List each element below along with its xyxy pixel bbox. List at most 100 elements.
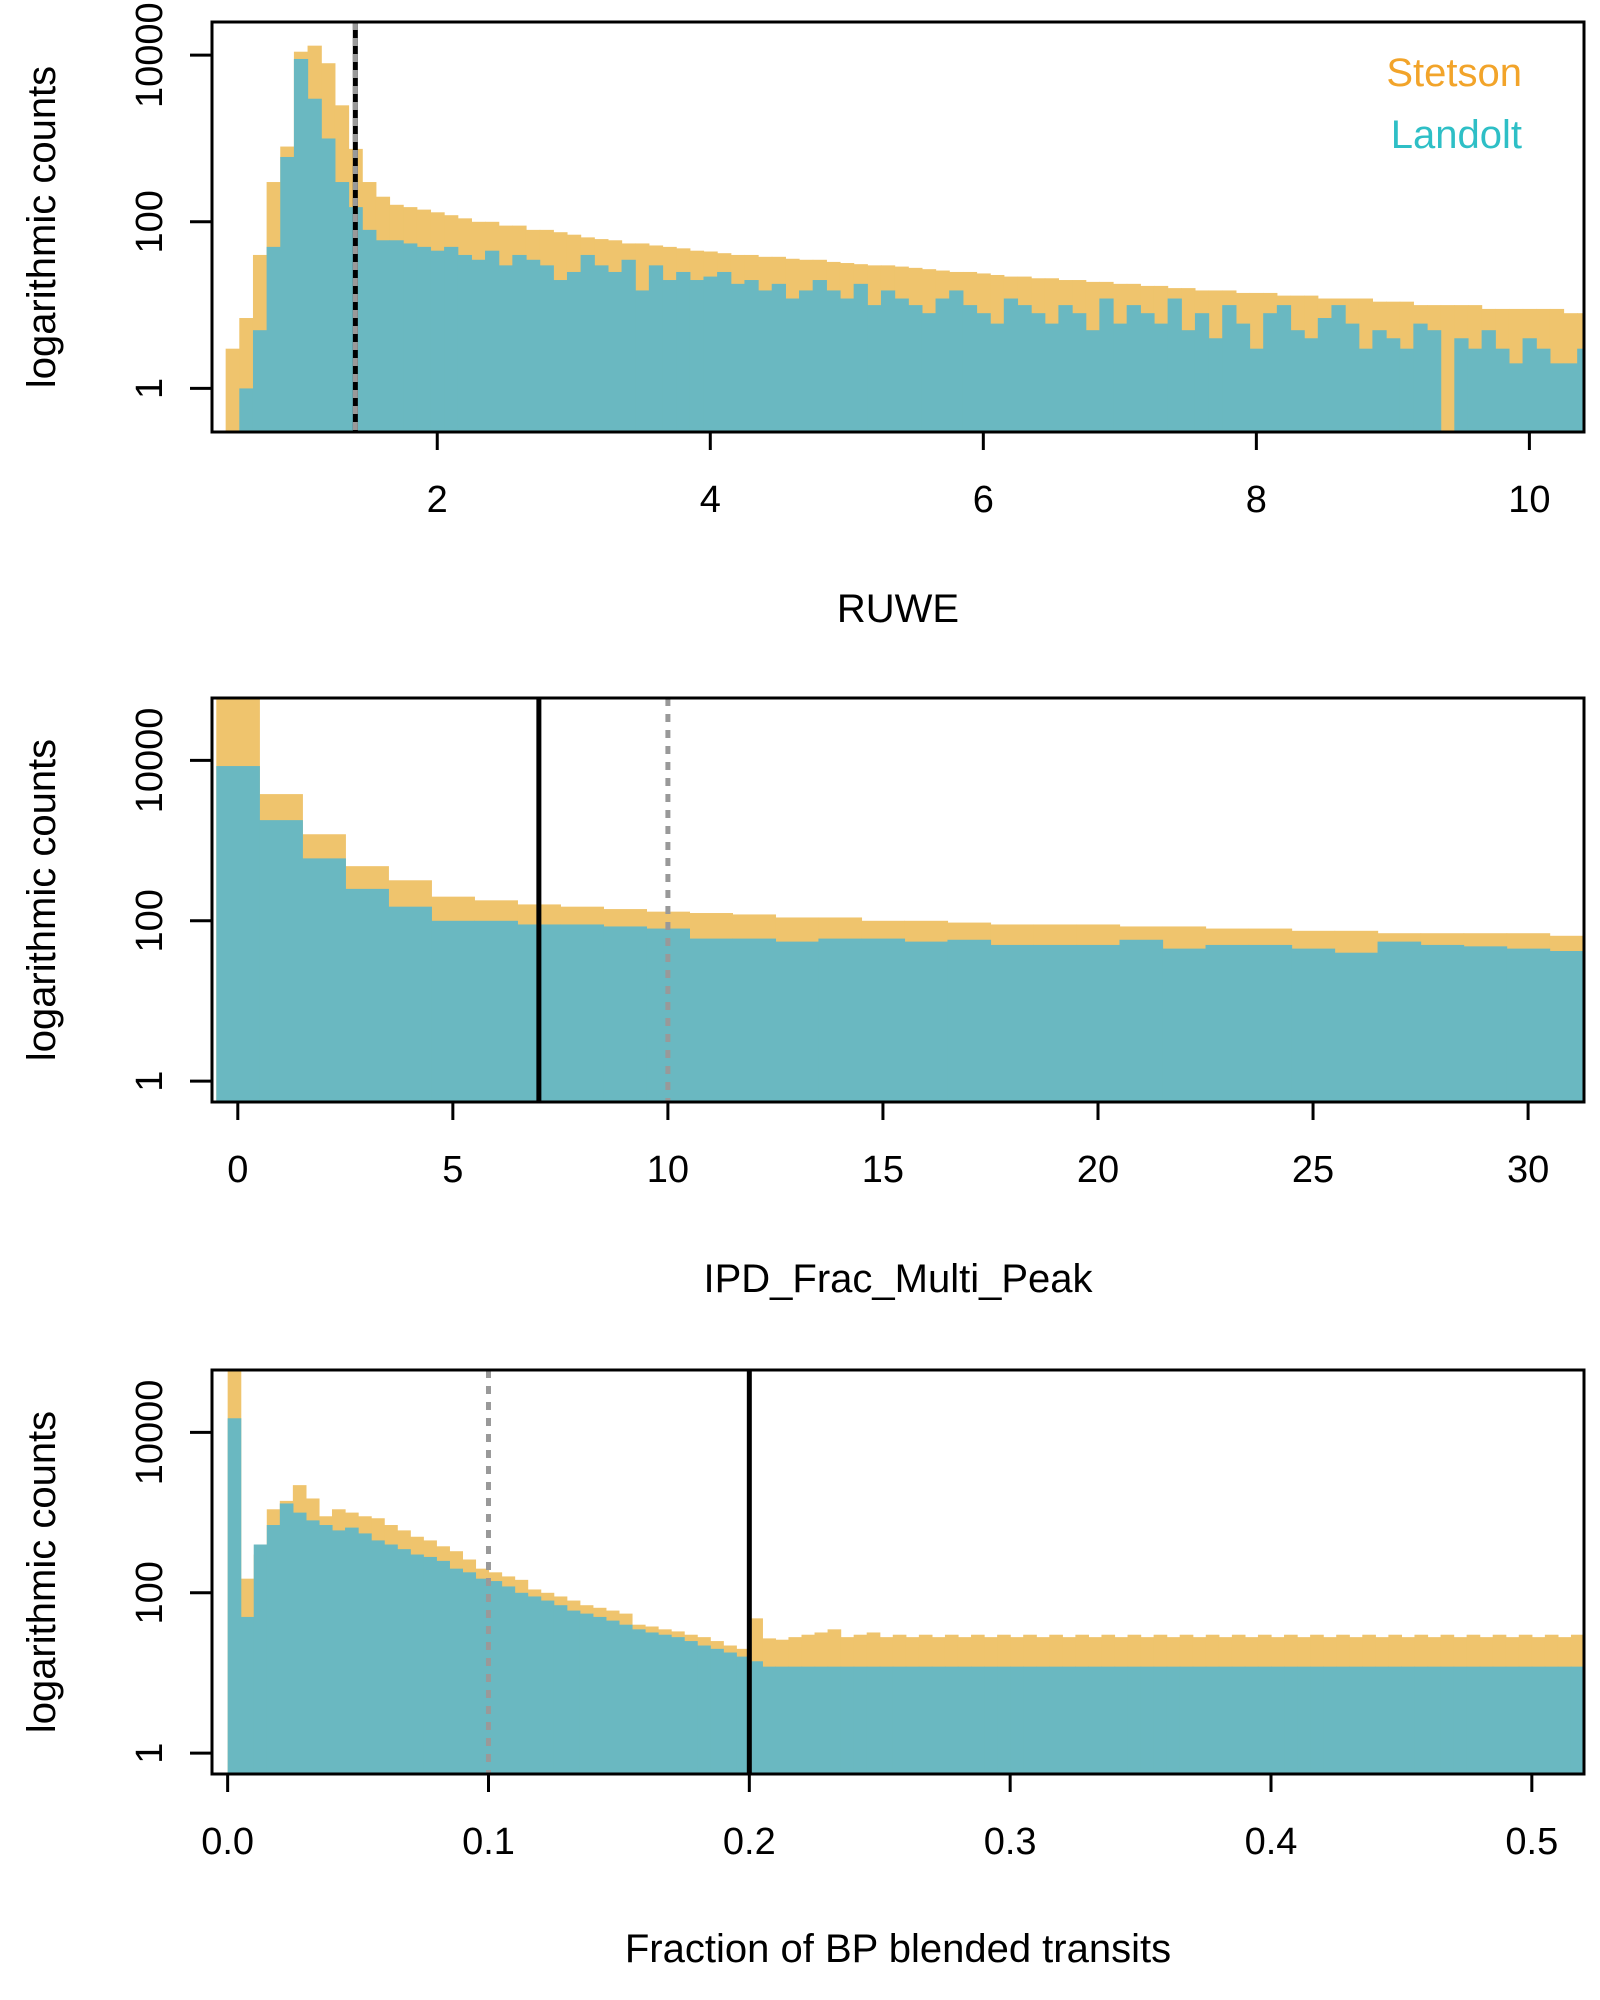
ruwe-landolt-bar	[635, 290, 650, 432]
ruwe-y-tick-label: 100	[129, 190, 171, 253]
bp-blend-landolt-bar	[957, 1666, 972, 1774]
ruwe-landolt-bar	[252, 330, 268, 432]
bp-blend-landolt-bar	[697, 1645, 711, 1774]
bp-blend-landolt-bar	[1479, 1666, 1494, 1774]
ipd-y-tick-label: 100	[129, 889, 171, 952]
bp-blend-landolt-bar	[410, 1554, 424, 1774]
bp-blend-landolt-bar	[501, 1586, 516, 1774]
bp-blend-landolt-bar	[1323, 1666, 1337, 1774]
bp-blend-landolt-bar	[1297, 1666, 1311, 1774]
ruwe-landolt-bar	[676, 271, 691, 432]
bp-blend-landolt-bar	[618, 1624, 633, 1774]
ruwe-landolt-bar	[1372, 330, 1387, 432]
bp-blend-landolt-bar	[931, 1666, 946, 1774]
ruwe-landolt-bar	[771, 283, 786, 432]
ruwe-landolt-bar	[1235, 323, 1251, 432]
ruwe-landolt-bar	[1126, 305, 1141, 432]
ruwe-landolt-bar	[1386, 338, 1401, 432]
ipd-bars	[216, 698, 1585, 1102]
bp-blend-landolt-bar	[1049, 1666, 1063, 1774]
ipd-landolt-bar	[861, 938, 906, 1102]
bp-blend-x-tick-label: 0.3	[984, 1821, 1037, 1863]
ruwe-landolt-bar	[1113, 323, 1128, 432]
ipd-landolt-bar	[1033, 944, 1078, 1102]
bp-blend-landolt-bar	[488, 1581, 503, 1774]
bp-blend-x-tick-label: 0.1	[462, 1821, 515, 1863]
bp-blend-landolt-bar	[1127, 1666, 1142, 1774]
bp-blend-landolt-bar	[1388, 1666, 1403, 1774]
bp-blend-landolt-bar	[658, 1634, 672, 1774]
bp-blend-landolt-bar	[827, 1666, 842, 1774]
bp-blend-panel: 0.0 0.1 0.2 0.3 0.4 0.5 1 100 10000 Fraction of …	[20, 1368, 1586, 1971]
bp-blend-landolt-bar	[971, 1666, 985, 1774]
bp-blend-landolt-bar	[1257, 1666, 1272, 1774]
ipd-x-tick-label: 15	[862, 1149, 904, 1191]
bp-blend-landolt-bar	[305, 1520, 320, 1774]
ruwe-landolt-bar	[1549, 363, 1565, 432]
bp-blend-x-tick-label: 0.5	[1505, 1821, 1558, 1863]
bp-blend-landolt-bar	[449, 1568, 463, 1774]
bp-blend-landolt-bar	[1114, 1666, 1129, 1774]
ruwe-landolt-bar	[1072, 313, 1087, 432]
bp-blend-landolt-bar	[1036, 1666, 1050, 1774]
ruwe-landolt-bar	[580, 254, 595, 432]
ruwe-landolt-bar	[935, 298, 950, 432]
ruwe-landolt-bar	[457, 254, 472, 432]
ipd-landolt-bar	[1463, 946, 1508, 1102]
bp-blend-cut-lines	[485, 1370, 752, 1774]
ipd-y-tick-label: 10000	[129, 708, 171, 814]
ruwe-x-tick-label: 10	[1508, 479, 1550, 521]
bp-blend-landolt-bar	[1414, 1666, 1429, 1774]
ruwe-y-tick-label: 10000	[129, 2, 171, 108]
ruwe-landolt-bar	[1427, 330, 1442, 432]
ruwe-y-axis-title: logarithmic counts	[20, 66, 64, 388]
bp-blend-landolt-bar	[723, 1652, 737, 1774]
bp-blend-landolt-bar	[762, 1666, 777, 1774]
bp-blend-landolt-bar	[1244, 1666, 1259, 1774]
ipd-y-tick-label: 1	[129, 1071, 171, 1092]
bp-blend-landolt-bar	[292, 1512, 307, 1774]
ruwe-landolt-bar	[758, 290, 773, 432]
ipd-landolt-bar	[345, 888, 389, 1102]
ipd-landolt-bar	[216, 766, 260, 1102]
ruwe-landolt-bar	[321, 138, 336, 433]
ipd-landolt-bar	[1420, 944, 1465, 1102]
ruwe-landolt-bar	[867, 305, 882, 432]
bp-blend-x-tick-label: 0.0	[201, 1821, 254, 1863]
bp-blend-landolt-bar	[384, 1544, 398, 1774]
bp-blend-landolt-bar	[1140, 1666, 1155, 1774]
bp-blend-landolt-bar	[1075, 1666, 1090, 1774]
ruwe-landolt-bar	[553, 280, 568, 432]
bp-blend-landolt-bar	[866, 1666, 881, 1774]
bp-blend-landolt-bar	[397, 1549, 411, 1774]
ipd-landolt-bar	[1119, 939, 1164, 1102]
bp-blend-landolt-bar	[592, 1616, 607, 1774]
bp-blend-ticks: 0.0 0.1 0.2 0.3 0.4 0.5 1 100 10000	[129, 1380, 1558, 1863]
ruwe-landolt-bar	[1495, 348, 1510, 432]
ruwe-landolt-bar	[908, 305, 923, 432]
ruwe-landolt-bar	[1508, 363, 1524, 432]
ruwe-landolt-bar	[293, 58, 309, 432]
ipd-landolt-bar	[689, 938, 734, 1102]
bp-blend-landolt-bar	[527, 1596, 542, 1774]
ipd-ticks: 0 5 10 15 20 25 30 1 100 10000	[129, 708, 1549, 1191]
bp-blend-landolt-bar	[1205, 1666, 1220, 1774]
bp-blend-landolt-bar	[1544, 1666, 1559, 1774]
ipd-landolt-bar	[1334, 952, 1379, 1102]
ruwe-landolt-bar	[485, 250, 500, 432]
ipd-landolt-bar	[1506, 948, 1551, 1102]
ruwe-plot-frame	[210, 20, 1586, 434]
bp-blend-landolt-bar	[905, 1666, 920, 1774]
ruwe-landolt-bar	[607, 271, 623, 432]
ruwe-landolt-bar	[375, 240, 391, 432]
ruwe-landolt-bar	[1194, 313, 1210, 432]
ipd-landolt-bar	[904, 941, 949, 1102]
ruwe-landolt-bar	[894, 298, 909, 432]
bp-blend-landolt-bar	[1557, 1666, 1572, 1774]
ruwe-landolt-bar	[362, 229, 377, 432]
ipd-landolt-bar	[560, 924, 604, 1102]
bp-blend-landolt-bar	[605, 1620, 620, 1774]
ruwe-landolt-bar	[689, 280, 705, 432]
bp-blend-landolt-bar	[997, 1666, 1011, 1774]
